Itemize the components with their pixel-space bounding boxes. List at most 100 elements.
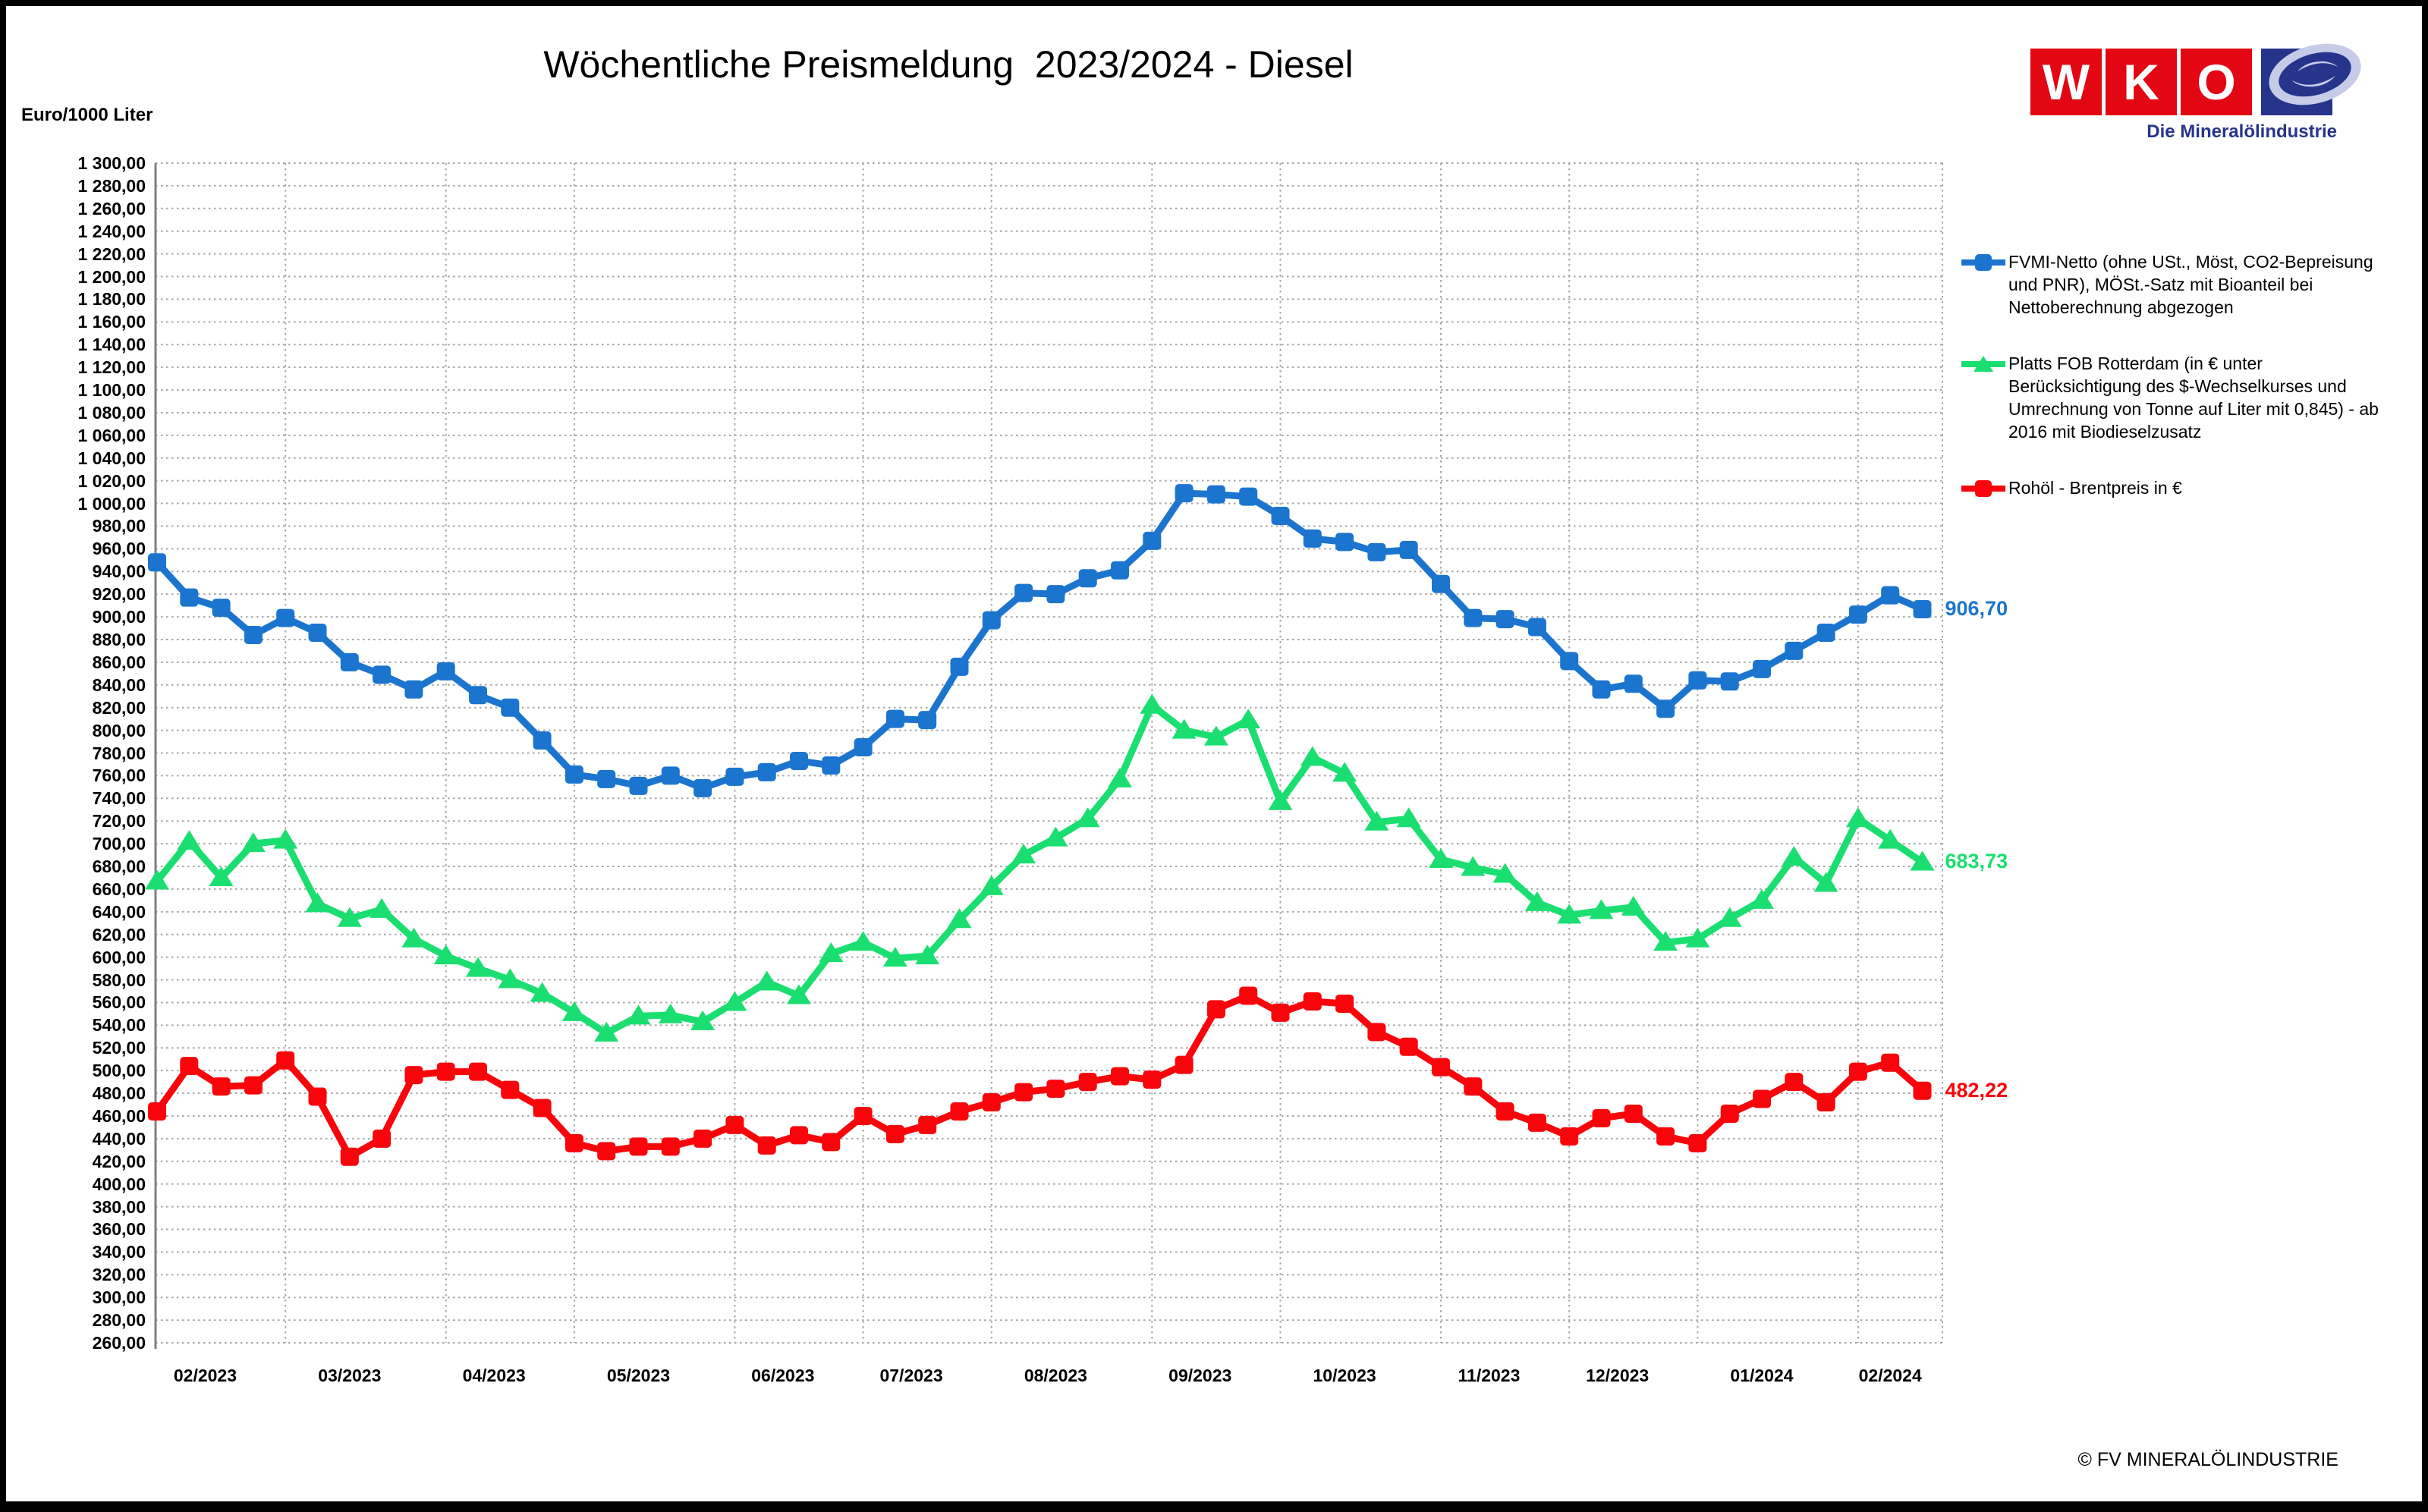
- data-point-marker: [947, 908, 972, 929]
- data-point-marker: [822, 1133, 841, 1152]
- y-tick-label: 580,00: [92, 970, 146, 990]
- data-point-marker: [244, 626, 263, 644]
- series-line-0: [153, 489, 1926, 792]
- y-tick-label: 1 180,00: [77, 289, 146, 310]
- y-tick-label: 380,00: [92, 1196, 146, 1217]
- legend-square-marker-icon: [1961, 480, 2005, 497]
- data-point-marker: [1720, 672, 1739, 691]
- data-point-marker: [1816, 1093, 1835, 1112]
- x-tick-label: 12/2023: [1586, 1366, 1650, 1385]
- y-tick-label: 620,00: [92, 924, 146, 945]
- data-point-marker: [212, 1077, 231, 1096]
- data-point-marker: [725, 767, 744, 786]
- data-point-marker: [1461, 856, 1486, 876]
- y-tick-label: 700,00: [92, 834, 146, 854]
- data-point-marker: [244, 1076, 263, 1095]
- data-point-marker: [1075, 807, 1100, 828]
- data-point-marker: [1303, 529, 1322, 548]
- data-point-marker: [661, 1137, 680, 1156]
- data-point-marker: [690, 1010, 716, 1030]
- data-point-marker: [1203, 725, 1228, 746]
- data-point-marker: [1527, 618, 1546, 637]
- x-tick-label: 02/2024: [1858, 1366, 1922, 1385]
- data-point-marker: [373, 665, 392, 684]
- y-axis-unit-label: Euro/1000 Liter: [21, 105, 153, 125]
- data-point-marker: [501, 698, 520, 717]
- data-point-marker: [950, 657, 969, 676]
- series-end-label-2: 482,22: [1945, 1078, 2008, 1102]
- data-point-marker: [276, 1051, 295, 1070]
- data-point-marker: [148, 1102, 166, 1121]
- data-point-marker: [404, 680, 423, 699]
- data-point-marker: [276, 608, 295, 627]
- y-tick-label: 1 140,00: [77, 335, 146, 355]
- y-tick-label: 360,00: [92, 1219, 146, 1240]
- data-point-marker: [1046, 1080, 1065, 1099]
- data-point-marker: [1813, 872, 1838, 892]
- data-point-marker: [212, 599, 231, 618]
- data-point-marker: [180, 588, 199, 607]
- data-point-marker: [1111, 1067, 1129, 1086]
- y-tick-label: 520,00: [92, 1038, 146, 1058]
- data-point-marker: [885, 1124, 904, 1143]
- data-point-marker: [1492, 863, 1518, 883]
- chart-legend: FVMI-Netto (ohne USt., Möst, CO2-Bepreis…: [1961, 250, 2398, 533]
- data-point-marker: [693, 1129, 712, 1148]
- y-tick-label: 300,00: [92, 1287, 146, 1308]
- y-tick-label: 980,00: [92, 516, 146, 536]
- data-point-marker: [597, 769, 616, 788]
- data-point-marker: [1557, 904, 1582, 924]
- y-tick-label: 900,00: [92, 607, 146, 627]
- y-tick-label: 1 000,00: [77, 493, 146, 514]
- data-point-marker: [787, 984, 811, 1004]
- y-tick-label: 1 280,00: [77, 175, 146, 196]
- data-point-marker: [370, 897, 395, 918]
- data-point-marker: [1717, 907, 1742, 927]
- data-point-marker: [1014, 583, 1033, 602]
- y-tick-label: 940,00: [92, 561, 146, 582]
- data-point-marker: [148, 553, 166, 572]
- data-point-marker: [1108, 767, 1132, 787]
- data-point-marker: [725, 1115, 744, 1134]
- data-point-marker: [1239, 487, 1258, 506]
- data-point-marker: [433, 945, 458, 965]
- data-point-marker: [273, 828, 298, 849]
- data-point-marker: [982, 1093, 1001, 1112]
- y-tick-label: 1 120,00: [77, 357, 146, 378]
- data-point-marker: [851, 931, 876, 951]
- data-point-marker: [1236, 709, 1261, 729]
- y-tick-label: 660,00: [92, 879, 146, 899]
- data-point-marker: [1913, 1081, 1932, 1100]
- data-point-marker: [436, 1062, 455, 1081]
- data-point-marker: [822, 756, 841, 775]
- data-point-marker: [1592, 1108, 1611, 1127]
- y-tick-label: 920,00: [92, 584, 146, 605]
- data-point-marker: [1111, 561, 1129, 580]
- y-tick-label: 1 080,00: [77, 402, 146, 423]
- data-point-marker: [1143, 1070, 1162, 1089]
- y-tick-label: 1 040,00: [77, 448, 146, 468]
- data-point-marker: [757, 762, 776, 781]
- x-tick-label: 02/2023: [173, 1366, 237, 1385]
- data-point-marker: [436, 662, 455, 681]
- data-point-marker: [466, 957, 490, 977]
- data-point-marker: [918, 1115, 937, 1134]
- y-tick-label: 560,00: [92, 992, 146, 1013]
- y-tick-label: 740,00: [92, 788, 146, 809]
- data-point-marker: [1845, 807, 1870, 828]
- wko-logo-letter-o: O: [2181, 49, 2252, 115]
- y-tick-label: 600,00: [92, 947, 146, 967]
- y-tick-label: 880,00: [92, 629, 146, 649]
- data-point-marker: [950, 1102, 969, 1121]
- series-line-1: [153, 702, 1926, 1037]
- data-point-marker: [1753, 1089, 1771, 1108]
- data-point-marker: [1688, 1133, 1707, 1152]
- x-tick-label: 01/2024: [1730, 1366, 1794, 1385]
- data-point-marker: [1140, 693, 1165, 714]
- data-point-marker: [1592, 680, 1611, 699]
- y-tick-label: 480,00: [92, 1083, 146, 1104]
- y-tick-label: 1 100,00: [77, 380, 146, 401]
- x-tick-label: 11/2023: [1458, 1366, 1521, 1385]
- data-point-marker: [1881, 1053, 1900, 1072]
